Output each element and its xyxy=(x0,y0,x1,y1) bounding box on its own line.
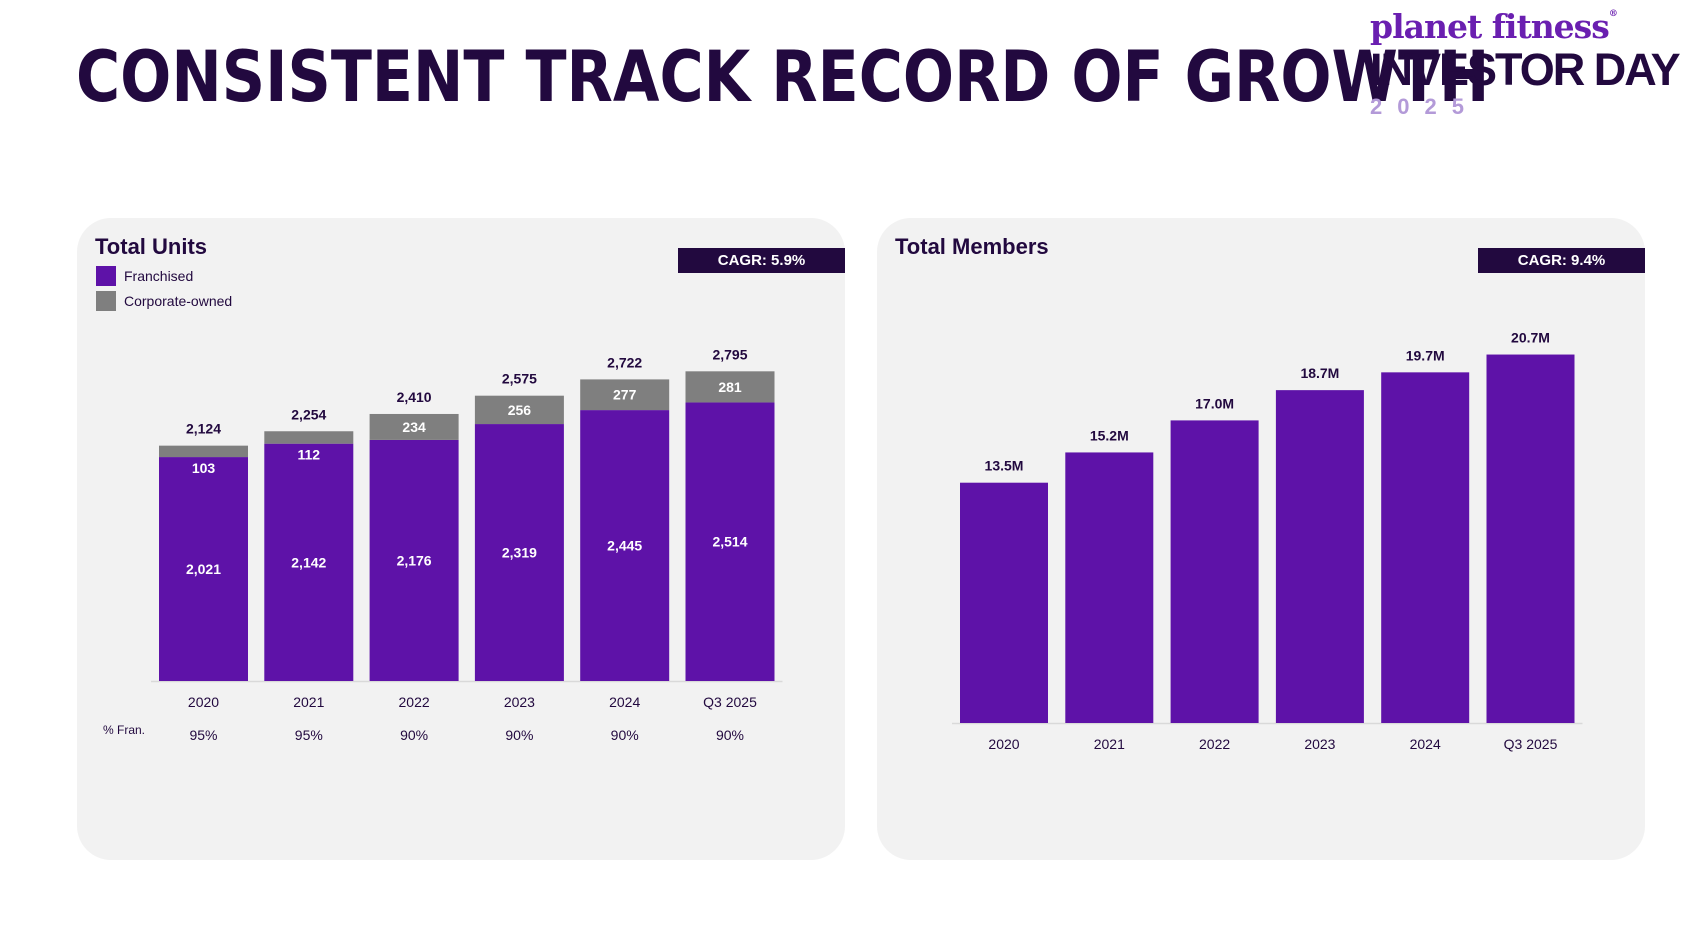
x-tick-label: 2022 xyxy=(1199,736,1230,752)
x-tick-label: 2022 xyxy=(399,694,430,710)
logo-year: 2025 xyxy=(1370,94,1479,119)
corporate-value-label: 112 xyxy=(298,447,321,463)
x-tick-label: 2021 xyxy=(1094,736,1125,752)
bar-members xyxy=(1486,354,1575,723)
members-value-label: 13.5M xyxy=(985,458,1024,474)
bar-members xyxy=(1170,420,1259,723)
x-tick-label: 2024 xyxy=(609,694,640,710)
logo-event: INVESTOR DAY xyxy=(1370,44,1681,95)
bar-members xyxy=(960,482,1048,723)
bar-franchised xyxy=(159,457,248,681)
corporate-value-label: 256 xyxy=(508,402,532,418)
x-tick-label: Q3 2025 xyxy=(703,694,757,710)
franchised-value-label: 2,021 xyxy=(186,561,221,577)
franchised-value-label: 2,445 xyxy=(607,538,642,554)
bar-franchised xyxy=(369,439,459,681)
corporate-value-label: 103 xyxy=(192,460,216,476)
members-value-label: 19.7M xyxy=(1406,347,1445,363)
total-units-chart: % Fran. 2,021 103 2,124 2020 95% 2,142 112 2,254… xyxy=(103,346,783,743)
x-tick-label: 2020 xyxy=(988,736,1019,752)
legend-label-franchised: Franchised xyxy=(124,268,194,284)
x-tick-label: 2023 xyxy=(1304,736,1335,752)
x-tick-label: 2024 xyxy=(1410,736,1441,752)
bar-franchised xyxy=(264,443,354,681)
legend-item-franchised: Franchised xyxy=(96,266,232,286)
total-members-title: Total Members xyxy=(895,234,1049,259)
units-legend: Franchised Corporate-owned xyxy=(96,266,232,316)
total-members-panel: Total Members CAGR: 9.4% 13.5M 2020 15.2M 2… xyxy=(877,218,1645,860)
franchised-value-label: 2,319 xyxy=(502,545,537,561)
pct-franchised-value: 90% xyxy=(505,727,533,743)
corporate-value-label: 277 xyxy=(613,387,637,403)
registered-mark: ® xyxy=(1608,9,1618,19)
x-tick-label: Q3 2025 xyxy=(1504,736,1558,752)
page-title: CONSISTENT TRACK RECORD OF GROWTH xyxy=(76,36,1490,118)
total-value-label: 2,575 xyxy=(502,371,537,387)
bar-corporate xyxy=(580,379,670,411)
bar-corporate xyxy=(474,395,564,425)
x-tick-label: 2021 xyxy=(293,694,324,710)
bar-corporate xyxy=(159,445,248,458)
legend-swatch-franchised xyxy=(96,266,116,286)
planet-fitness-investor-day-logo: planet fitness® INVESTOR DAY 2025 xyxy=(1370,10,1700,120)
total-value-label: 2,124 xyxy=(186,421,221,437)
x-tick-label: 2020 xyxy=(188,694,219,710)
legend-label-corporate: Corporate-owned xyxy=(124,293,233,309)
pct-franchised-label: % Fran. xyxy=(103,723,145,737)
members-value-label: 18.7M xyxy=(1300,365,1339,381)
total-units-title: Total Units xyxy=(95,234,208,259)
bar-members xyxy=(1275,390,1364,723)
pct-franchised-value: 95% xyxy=(189,727,217,743)
total-value-label: 2,722 xyxy=(607,354,642,370)
bar-franchised xyxy=(685,402,775,681)
bar-members xyxy=(1381,372,1470,723)
total-members-chart: 13.5M 2020 15.2M 2021 17.0M 2022 18.7M 2023 19.7… xyxy=(952,330,1583,752)
units-cagr-badge: CAGR: 5.9% xyxy=(678,248,845,273)
bar-members xyxy=(1065,452,1154,723)
pct-franchised-value: 95% xyxy=(295,727,323,743)
legend-item-corporate: Corporate-owned xyxy=(96,291,232,311)
corporate-value-label: 234 xyxy=(402,419,426,435)
franchised-value-label: 2,176 xyxy=(397,552,432,568)
total-value-label: 2,410 xyxy=(397,389,432,405)
logo-brand-text: planet fitness xyxy=(1370,7,1610,46)
bar-corporate xyxy=(685,371,775,403)
pct-franchised-value: 90% xyxy=(400,727,428,743)
total-units-panel: Total Units CAGR: 5.9% Franchised Corpor… xyxy=(77,218,845,860)
bar-franchised xyxy=(474,424,564,681)
corporate-value-label: 281 xyxy=(718,379,742,395)
total-value-label: 2,795 xyxy=(712,346,747,362)
franchised-value-label: 2,142 xyxy=(291,554,326,570)
members-value-label: 17.0M xyxy=(1195,395,1234,411)
bar-corporate xyxy=(264,431,354,444)
total-value-label: 2,254 xyxy=(291,406,326,422)
pct-franchised-value: 90% xyxy=(716,727,744,743)
x-tick-label: 2023 xyxy=(504,694,535,710)
logo-brand: planet fitness® xyxy=(1370,7,1700,46)
pct-franchised-value: 90% xyxy=(611,727,639,743)
bar-franchised xyxy=(580,410,670,681)
franchised-value-label: 2,514 xyxy=(712,534,747,550)
legend-swatch-corporate xyxy=(96,291,116,311)
members-cagr-badge: CAGR: 9.4% xyxy=(1478,248,1645,273)
bar-corporate xyxy=(369,413,459,440)
members-value-label: 20.7M xyxy=(1511,330,1550,346)
members-value-label: 15.2M xyxy=(1090,427,1129,443)
